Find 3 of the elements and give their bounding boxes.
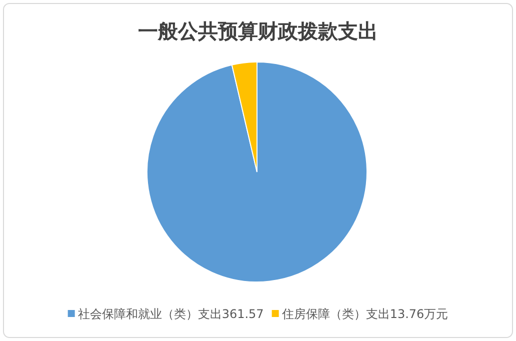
legend-label: 社会保障和就业（类）支出361.57 xyxy=(78,307,264,321)
legend-label: 住房保障（类）支出13.76万元 xyxy=(280,307,448,321)
chart-title: 一般公共预算财政拨款支出 xyxy=(138,19,378,43)
